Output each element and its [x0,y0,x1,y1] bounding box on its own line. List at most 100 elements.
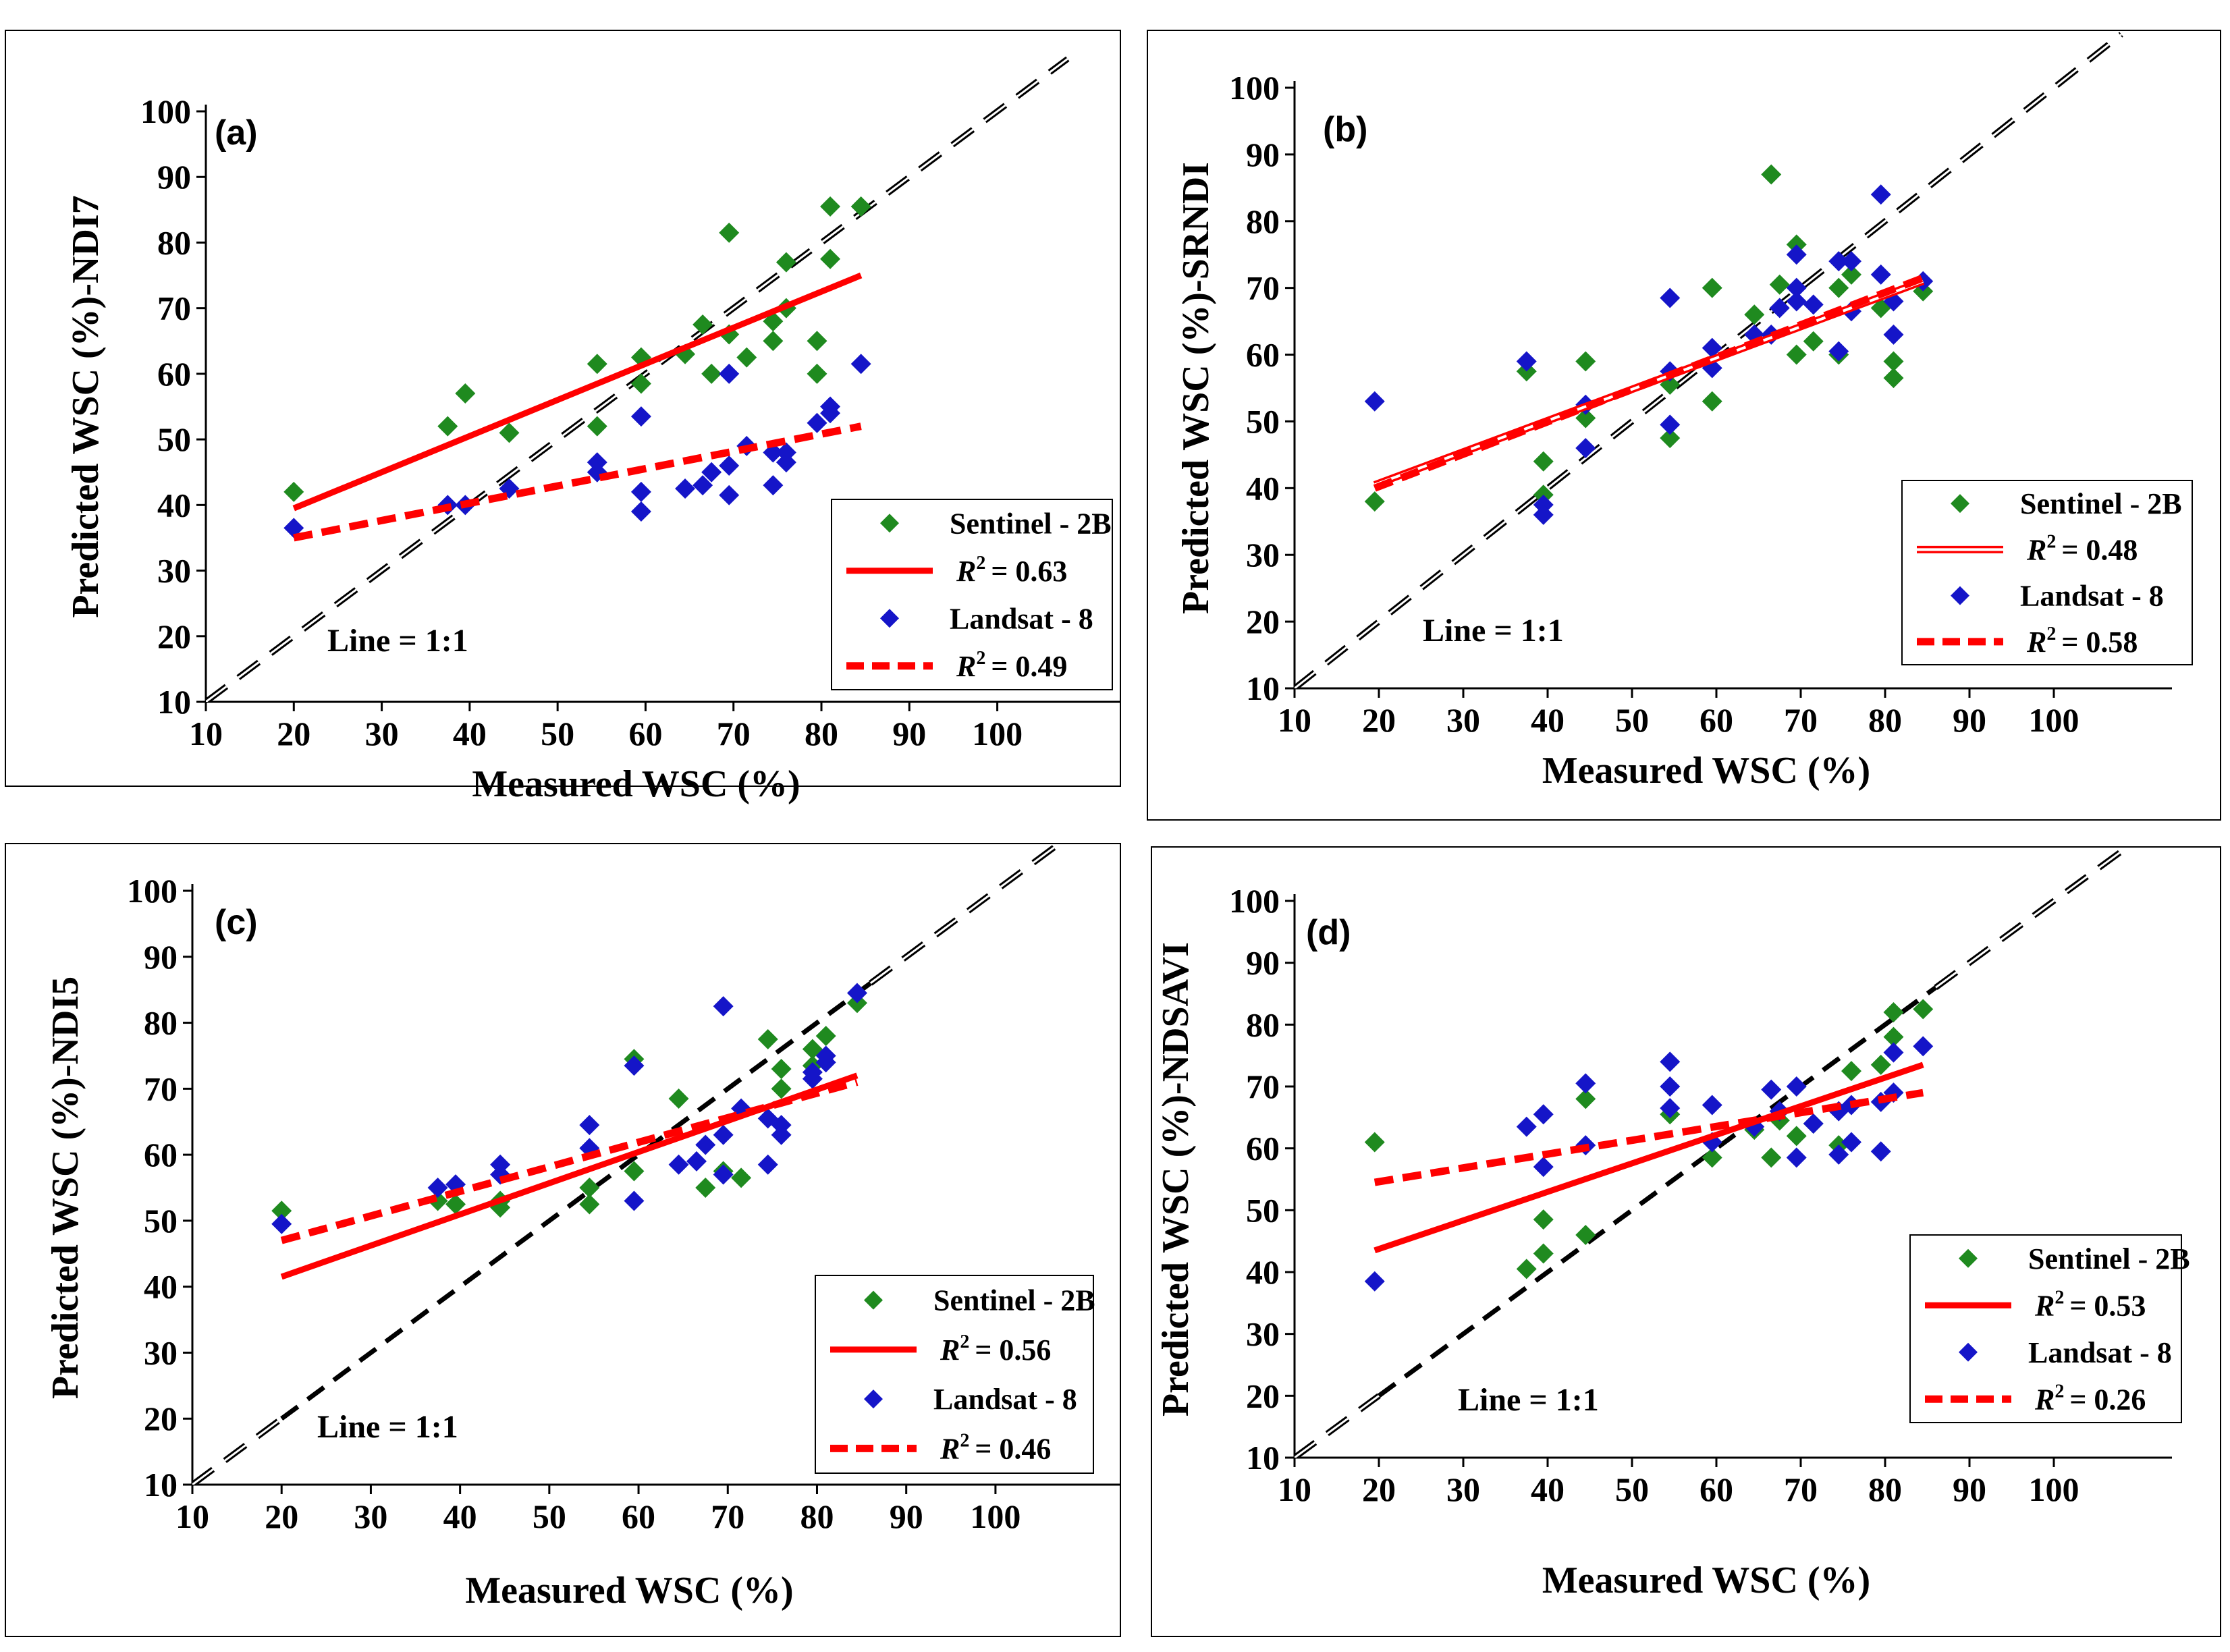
panel-c-y-tick-label: 50 [144,1202,178,1240]
panel-a-y-tick-label: 80 [157,223,191,261]
panel-d-sentinel-point [1533,1243,1554,1264]
panel-b-landsat-point [1870,184,1891,205]
panel-b-sentinel-point [1744,304,1765,325]
panel-b-legend-sentinel-label: Sentinel - 2B [2020,487,2182,520]
panel-d-sentinel-point [1533,1209,1554,1230]
panel-c-sentinel-point [624,1161,645,1182]
panel-b-legend-r2-symbol: R2 = 0.58 [2026,624,2138,659]
panel-d-x-tick-label: 10 [1278,1470,1311,1508]
panel-d-sentinel-point [1575,1225,1596,1245]
panel-a-sentinel-point [437,416,458,437]
panel-c-landsat-point [815,1052,836,1073]
panel-c-sentinel-point [771,1078,792,1099]
panel-a-sentinel-point [776,252,796,273]
panel-a-sentinel-point [850,196,871,217]
panel-c-landsat-point [695,1134,716,1155]
panel-a-sentinel-point [630,373,651,394]
panel-b-y-tick-label: 60 [1246,336,1280,374]
panel-d-landsat-point [1533,1104,1554,1125]
panel-d-landsat-point [1803,1113,1824,1134]
panel-d-landsat-point [1786,1076,1807,1097]
panel-a-sentinel-point [719,222,740,243]
panel-b-legend-sentinel-marker [1951,494,1969,514]
panel-a-legend-landsat-label: Landsat - 8 [950,602,1093,635]
panel-c-frame [5,843,1121,1637]
panel-a-landsat-point [763,475,784,496]
panel-c-landsat-point [713,996,734,1017]
panel-c-y-axis-label: Predicted WSC (%)-NDI5 [45,976,86,1399]
panel-b-legend-landsat-label: Landsat - 8 [2020,580,2164,613]
panel-d-sentinel-point [1761,1147,1782,1168]
panel-d-x-tick-label: 80 [1868,1470,1902,1508]
panel-a-y-tick-label: 60 [157,355,191,393]
panel-c-y-tick-label: 90 [144,938,178,976]
panel-b-landsat-point [1702,337,1722,358]
panel-b-sentinel-point [1786,344,1807,365]
panel-a-landsat-point [630,481,651,502]
panel-c-sentinel-point [771,1059,792,1079]
panel-c-one-to-one-label: Line = 1:1 [317,1409,458,1445]
panel-b-y-tick-label: 100 [1229,69,1280,107]
panel-d-x-tick-label: 70 [1784,1470,1818,1508]
panel-d-legend-r2-value: = 0.53 [2069,1289,2146,1322]
panel-a-legend-sentinel-marker [880,514,899,533]
panel-a-legend-r2-value: = 0.63 [991,555,1067,588]
panel-a-legend-r2-symbol: R2 = 0.49 [956,648,1067,683]
panel-c-x-tick-label: 100 [970,1497,1021,1535]
panel-a-landsat-point [719,456,740,476]
panel-c-y-tick-label: 100 [127,872,178,910]
panel-d-legend-r2-symbol: R2 = 0.26 [2034,1381,2146,1416]
panel-b-sentinel-point [1883,351,1904,372]
panel-a-landsat-point [820,396,841,417]
panel-a-y-tick-label: 40 [157,486,191,524]
panel-a-x-tick-label: 70 [717,715,751,752]
panel-d-legend-landsat-marker [1959,1342,1978,1362]
panel-a-series-0 [283,196,871,502]
panel-d-y-tick-label: 80 [1246,1006,1280,1043]
panel-d-landsat-point [1761,1079,1782,1100]
panel-c-y-tick-label: 10 [144,1466,178,1504]
panel-b-legend: Sentinel - 2B R2 = 0.48 Landsat - 8 R2 = 0.58 [1901,480,2193,665]
panel-c-x-tick-label: 20 [265,1497,298,1535]
panel-c-x-tick-label: 80 [800,1497,834,1535]
panel-c-x-tick-label: 10 [175,1497,209,1535]
panel-d-landsat-point [1702,1095,1722,1116]
panel-d-x-tick-label: 20 [1362,1470,1396,1508]
panel-c-tag: (c) [215,903,258,942]
panel-b-y-tick-label: 70 [1246,269,1280,307]
panel-a-sentinel-point [692,314,713,335]
panel-d-x-tick-label: 60 [1699,1470,1733,1508]
panel-c-x-tick-label: 50 [533,1497,566,1535]
panel-a-x-tick-label: 10 [189,715,223,752]
panel-d-landsat-point [1883,1042,1904,1063]
panel-b-sentinel-point [1575,351,1596,372]
panel-d-landsat-point [1660,1076,1681,1097]
panel-d-fit-line-solid [1374,1062,1924,1254]
panel-a-y-tick-label: 30 [157,552,191,590]
panel-a-x-tick-label: 90 [892,715,926,752]
panel-c-landsat-point [686,1151,707,1172]
panel-d-legend-r2-value: = 0.26 [2069,1383,2146,1416]
panel-c-legend-landsat-label: Landsat - 8 [933,1383,1077,1416]
panel-a-landsat-point [283,518,304,539]
panel-c-x-tick-label: 90 [890,1497,923,1535]
panel-c-series-0 [271,993,867,1221]
panel-c-sentinel-point [579,1194,600,1215]
panel-b-x-tick-label: 40 [1531,701,1565,739]
panel-a-y-tick-label: 70 [157,290,191,327]
panel-a-fit-line-dashed [293,422,862,542]
panel-c-legend-sentinel-marker [864,1290,883,1310]
panel-a-sentinel-point [587,416,607,437]
panel-b-landsat-point [1364,391,1385,412]
panel-b-y-tick-label: 10 [1246,669,1280,707]
panel-d-sentinel-point [1913,999,1934,1020]
panel-a-sentinel-point [455,383,476,404]
panel-c-landsat-point [427,1178,448,1198]
panel-a-fit-line-solid [292,272,863,512]
panel-b-sentinel-point [1533,451,1554,472]
panel-d-y-tick-label: 30 [1246,1315,1280,1353]
panel-b-tag: (b) [1323,110,1367,149]
panel-a-sentinel-point [736,347,757,368]
panel-a-y-tick-label: 10 [157,683,191,721]
